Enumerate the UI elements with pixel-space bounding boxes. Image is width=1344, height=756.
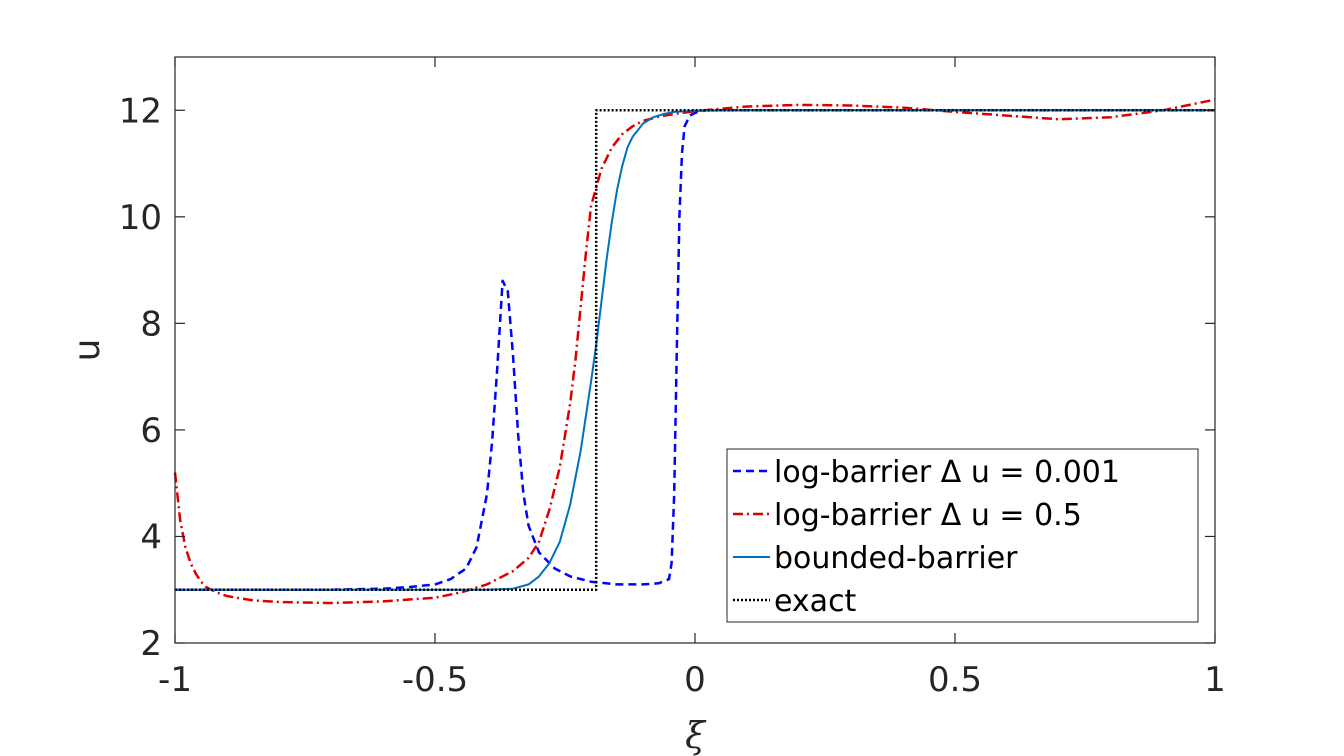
legend-box — [726, 448, 1199, 623]
y-tick-label: 4 — [140, 517, 162, 557]
series-line-exact — [175, 109, 1215, 591]
x-tick-label: 0 — [684, 660, 706, 700]
series-line-log-barrier-u-0-5 — [173, 98, 1216, 605]
x-axis-label: ξ — [685, 716, 707, 756]
y-tick-label: 10 — [119, 198, 162, 238]
y-tick-label: 8 — [140, 304, 162, 344]
legend-entry-log-barrier-05: log-barrier Δ u = 0.5 — [774, 498, 1082, 533]
legend: log-barrier Δ u = 0.001 log-barrier Δ u … — [726, 448, 1199, 623]
y-axis-label: u — [67, 339, 108, 362]
x-tick-label: 1 — [1204, 660, 1226, 700]
series-layer — [173, 98, 1216, 605]
y-tick-label: 6 — [140, 411, 162, 451]
x-tick-label: 0.5 — [928, 660, 982, 700]
y-tick-label: 12 — [119, 91, 162, 131]
legend-entry-log-barrier-0001: log-barrier Δ u = 0.001 — [774, 455, 1120, 490]
x-tick-label: -0.5 — [402, 660, 468, 700]
legend-entry-exact: exact — [774, 584, 857, 619]
y-tick-label: 2 — [140, 624, 162, 664]
x-tick-label: -1 — [158, 660, 192, 700]
legend-entry-bounded-barrier: bounded-barrier — [774, 541, 1018, 576]
